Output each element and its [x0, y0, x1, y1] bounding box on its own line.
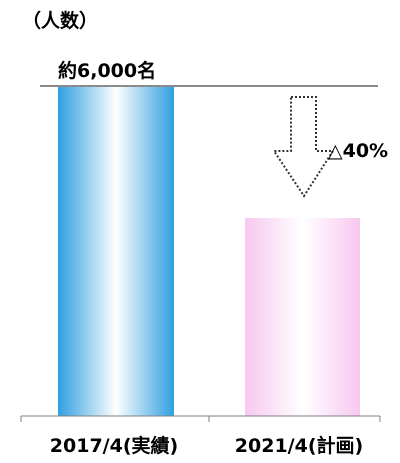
category-label-2017: 2017/4(実績): [50, 434, 178, 457]
decrease-annotation: △40%: [328, 140, 388, 162]
decrease-arrow-icon: [272, 96, 335, 198]
bar-2017: [58, 86, 174, 416]
unit-label: （人数）: [22, 9, 98, 32]
value-label-2017: 約6,000名: [58, 59, 156, 82]
category-label-2021: 2021/4(計画): [235, 434, 363, 457]
bars: [58, 86, 360, 416]
bar-2021: [245, 218, 360, 416]
